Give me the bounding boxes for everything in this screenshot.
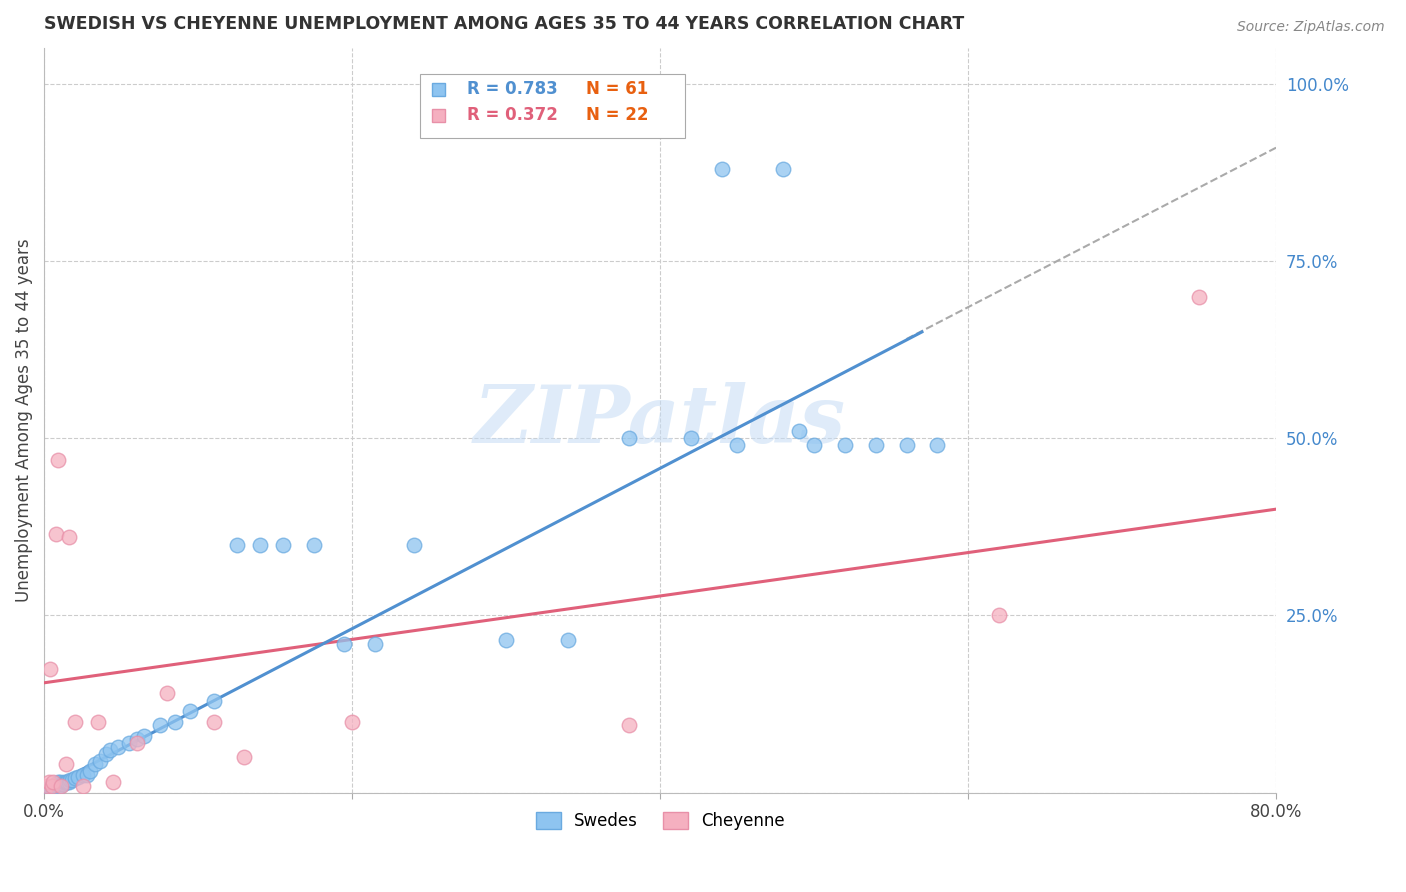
Point (118, 736, 141, 750)
Point (987, 608, 1010, 623)
Point (39, 782, 62, 797)
Point (94, 747, 117, 761)
Text: N = 61: N = 61 (586, 80, 648, 98)
Bar (432, 83, 446, 96)
Point (37, 779, 59, 793)
Point (787, 424, 810, 438)
Point (58, 775, 80, 789)
Point (333, 637, 356, 651)
Point (834, 438, 856, 452)
Point (48, 775, 70, 789)
Point (53, 775, 76, 789)
Point (58, 531, 80, 545)
Point (225, 538, 247, 552)
Text: R = 0.783: R = 0.783 (467, 80, 557, 98)
Point (725, 438, 748, 452)
Point (179, 704, 201, 718)
Point (402, 538, 425, 552)
Point (55, 757, 77, 772)
Point (41, 780, 63, 794)
Point (84, 757, 107, 772)
Point (271, 538, 294, 552)
Point (896, 438, 918, 452)
Point (46, 780, 69, 794)
Point (89, 754, 111, 768)
Point (865, 438, 887, 452)
Point (52, 777, 75, 791)
Point (107, 739, 129, 754)
Point (38, 782, 60, 797)
Point (619, 718, 641, 732)
Point (48, 779, 70, 793)
Point (46, 452, 69, 467)
Point (49, 779, 72, 793)
Point (125, 736, 148, 750)
Point (249, 538, 271, 552)
Point (66, 770, 89, 784)
Point (72, 779, 94, 793)
Point (302, 538, 325, 552)
Text: SWEDISH VS CHEYENNE UNEMPLOYMENT AMONG AGES 35 TO 44 YEARS CORRELATION CHART: SWEDISH VS CHEYENNE UNEMPLOYMENT AMONG A… (44, 15, 965, 33)
Point (41, 779, 63, 793)
Text: Source: ZipAtlas.com: Source: ZipAtlas.com (1237, 20, 1385, 34)
Point (63, 772, 86, 786)
Point (37, 782, 59, 797)
Point (103, 775, 125, 789)
Point (45, 777, 67, 791)
Text: N = 22: N = 22 (586, 106, 648, 124)
Legend: Swedes, Cheyenne: Swedes, Cheyenne (529, 805, 792, 837)
Point (163, 714, 186, 729)
Point (772, 161, 794, 176)
Point (76, 768, 98, 782)
Point (557, 633, 579, 648)
Point (55, 775, 77, 789)
Y-axis label: Unemployment Among Ages 35 to 44 years: Unemployment Among Ages 35 to 44 years (15, 239, 32, 602)
Point (44, 779, 66, 793)
Point (42, 775, 65, 789)
Text: R = 0.372: R = 0.372 (467, 106, 558, 124)
Point (59, 772, 82, 787)
Point (60, 772, 83, 787)
Point (125, 732, 148, 747)
Point (46, 775, 69, 789)
Point (803, 438, 825, 452)
Point (156, 686, 179, 700)
Point (233, 750, 256, 764)
Point (42, 779, 65, 793)
Point (39, 780, 62, 794)
Point (619, 431, 641, 445)
Point (710, 161, 733, 176)
Point (45, 527, 67, 541)
Point (56, 775, 79, 789)
Point (927, 438, 949, 452)
Point (41, 782, 63, 797)
Point (72, 768, 94, 782)
Point (45, 780, 67, 794)
Point (49, 777, 72, 791)
Point (98, 743, 121, 757)
Point (39, 662, 62, 676)
Point (1188, 289, 1211, 303)
Point (44, 782, 66, 797)
Point (340, 714, 363, 729)
Point (79, 764, 101, 779)
FancyBboxPatch shape (420, 75, 685, 137)
Point (42, 782, 65, 797)
Point (679, 431, 702, 445)
Point (134, 729, 156, 743)
Point (63, 714, 86, 729)
Point (495, 633, 517, 648)
Bar (432, 109, 446, 122)
Point (202, 714, 225, 729)
Point (149, 718, 172, 732)
Text: ZIPatlas: ZIPatlas (474, 382, 846, 459)
Point (87, 714, 110, 729)
Point (364, 637, 387, 651)
Point (202, 693, 225, 707)
Point (38, 775, 60, 789)
